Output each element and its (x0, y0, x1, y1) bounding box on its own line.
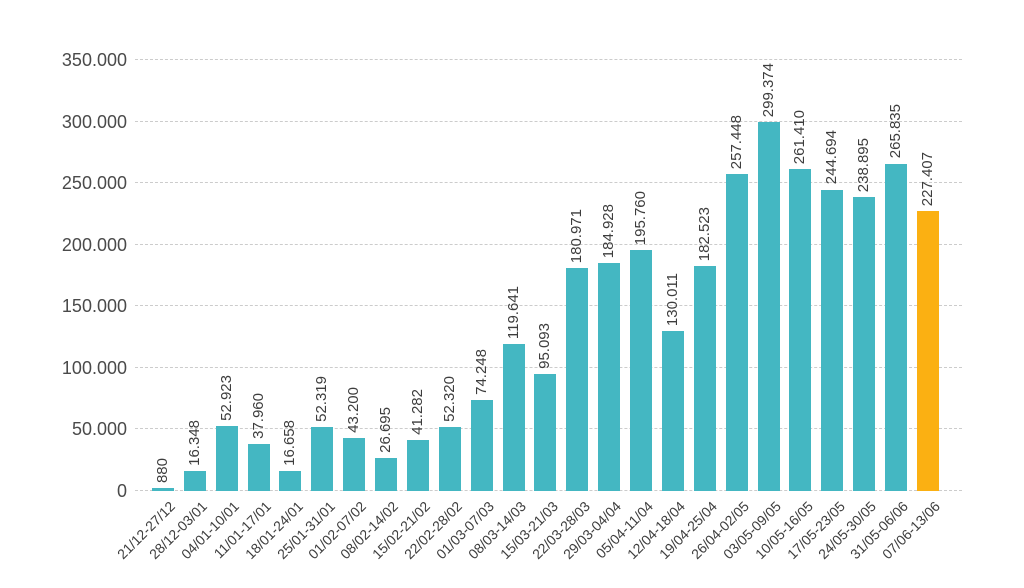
y-axis: 0 50.000 100.000 150.000 200.000 250.000 300.0… (0, 0, 127, 588)
bar-value-label: 74.248 (472, 348, 490, 395)
bar (279, 470, 302, 491)
bar (757, 122, 780, 491)
bar-group: 299.374 03/05-09/05 (720, 60, 785, 562)
y-axis-label: 50.000 (71, 419, 127, 440)
bar-value-label: 37.960 (249, 393, 267, 440)
bar-value-label: 184.928 (600, 204, 618, 259)
bar-group: 195.760 05/04-11/04 (593, 60, 657, 562)
bar-group: 37.960 11/01-17/01 (210, 60, 275, 561)
bar-value-label: 257.448 (727, 114, 745, 169)
y-axis-label: 100.000 (61, 357, 127, 378)
bar-value-label: 180.971 (568, 208, 586, 264)
bar (151, 488, 174, 491)
bar-group: 16.658 18/01-24/01 (242, 60, 307, 563)
bar-group: 265.835 31/05-06/06 (847, 60, 912, 562)
y-axis-label: 0 (116, 481, 127, 501)
bar-value-label: 244.694 (823, 130, 841, 185)
bar-value-label: 227.407 (918, 151, 936, 206)
bar (725, 173, 748, 491)
bar-value-label: 182.523 (695, 207, 713, 262)
bar-group: 238.895 24/05-30/05 (815, 60, 880, 563)
gridline (135, 120, 962, 122)
bar (375, 458, 398, 491)
bars: 880 21/12-27/12 16.348 28/12-03/01 52.92… (114, 60, 962, 563)
bar (661, 330, 684, 491)
bar-value-label: 880 (153, 457, 171, 483)
gridline (135, 182, 962, 184)
bar-value-label: 26.695 (377, 407, 395, 454)
bar-value-label: 43.200 (345, 386, 363, 433)
bar-value-label: 265.835 (887, 104, 905, 159)
y-axis-label: 250.000 (61, 173, 127, 194)
bar-group: 95.093 15/03-21/03 (497, 60, 562, 562)
bar (566, 268, 589, 491)
bar-group: 52.923 04/01-10/01 (178, 60, 243, 562)
bar-group: 261.410 10/05-16/05 (752, 60, 817, 562)
y-axis-label: 350.000 (61, 50, 127, 70)
bar-group: 26.695 08/02-14/02 (337, 60, 402, 562)
gridline (135, 243, 962, 245)
bar-value-label: 52.320 (440, 375, 458, 422)
bar (247, 444, 270, 491)
bar-value-label: 16.658 (281, 419, 299, 466)
gridline (135, 59, 962, 60)
bar-value-label: 41.282 (408, 389, 426, 436)
y-axis-label: 300.000 (61, 111, 127, 132)
bar (406, 440, 429, 491)
bar-group: 227.407 07/06-13/06 (879, 60, 944, 562)
bar-value-label: 119.641 (504, 285, 522, 339)
bar (534, 373, 557, 491)
plot-area: 880 21/12-27/12 16.348 28/12-03/01 52.92… (114, 59, 962, 563)
bar-group: 182.523 19/04-25/04 (656, 60, 721, 562)
bar (215, 425, 238, 491)
bar-group: 257.448 26/04-02/05 (688, 60, 753, 562)
bar (470, 399, 493, 491)
bar (821, 189, 844, 491)
bar-group: 130.011 12/04-18/04 (624, 60, 689, 562)
bar-value-label: 238.895 (855, 137, 873, 192)
bar-value-label: 130.011 (663, 272, 681, 326)
bar-group: 880 21/12-27/12 (114, 60, 179, 562)
y-axis-label: 200.000 (61, 234, 127, 255)
bar (438, 426, 461, 491)
bar (502, 343, 525, 491)
bar (853, 196, 876, 491)
bar-group: 184.928 29/03-04/04 (560, 60, 625, 562)
bar-group: 180.971 22/03-28/03 (528, 60, 593, 562)
bar-value-label: 261.410 (791, 109, 809, 165)
bar (789, 169, 812, 491)
bar-value-label: 52.319 (313, 375, 331, 422)
bar-group: 119.641 08/03-14/03 (465, 60, 530, 563)
bar-group: 52.320 22/02-28/02 (401, 60, 466, 562)
bar-group: 52.319 25/01-31/01 (273, 60, 338, 562)
bar-value-label: 16.348 (185, 419, 203, 466)
bar (311, 426, 334, 491)
bar-group: 16.348 28/12-03/01 (146, 60, 211, 562)
bar-value-label: 195.760 (632, 190, 650, 245)
bar-group: 244.694 17/05-23/05 (783, 60, 848, 562)
bar (183, 470, 206, 491)
bar (630, 249, 653, 491)
gridline (135, 366, 962, 368)
gridline (135, 305, 962, 307)
bar-value-label: 95.093 (536, 323, 554, 369)
bar-value-label: 52.923 (217, 374, 235, 421)
bar (343, 437, 366, 491)
bar (693, 266, 716, 491)
bar-group: 43.200 01/02-07/02 (305, 60, 370, 562)
y-axis-label: 150.000 (61, 296, 127, 317)
bar (598, 263, 621, 491)
bar-value-label: 299.374 (759, 63, 777, 118)
bar-group: 74.248 01/03-07/03 (433, 60, 498, 562)
bar-group: 41.282 15/02-21/02 (369, 60, 434, 562)
bar (916, 210, 939, 491)
bar (885, 163, 908, 491)
